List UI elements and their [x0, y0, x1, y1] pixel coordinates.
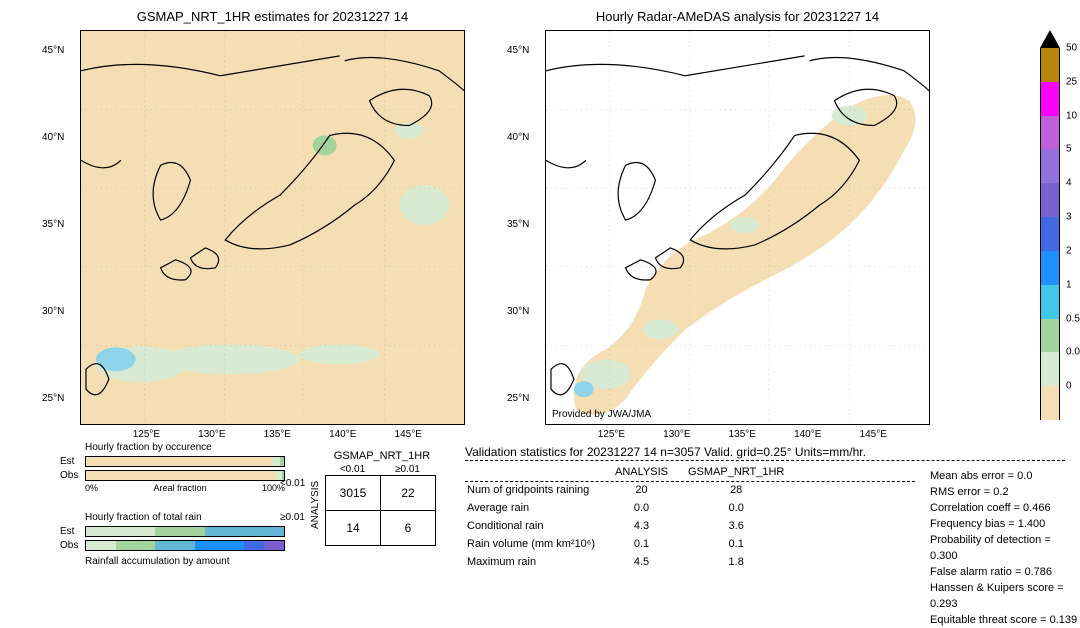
- row-label-obs: Obs: [60, 470, 85, 481]
- row-label-obs2: Obs: [60, 540, 85, 551]
- colorbar-tip-icon: [1040, 30, 1060, 48]
- colorbar-segments: [1040, 48, 1060, 420]
- contingency-col-header: GSMAP_NRT_1HR: [328, 450, 436, 462]
- divider-icon-2: [465, 481, 915, 482]
- occurrence-title: Hourly fraction by occurence: [85, 442, 285, 453]
- cell-01: 22: [381, 476, 436, 511]
- col-gsmap: GSMAP_NRT_1HR: [688, 464, 802, 480]
- col-label-0: <0.01: [325, 464, 380, 475]
- row-label-0: <0.01: [280, 478, 305, 489]
- cell-10: 14: [326, 511, 381, 546]
- right-map-svg: [546, 31, 929, 424]
- divider-icon: [465, 460, 1065, 461]
- xlab-0: 0%: [85, 483, 98, 493]
- total-rain-title: Hourly fraction of total rain: [85, 512, 285, 523]
- fraction-occurrence: Hourly fraction by occurence Est Obs 0% …: [60, 442, 285, 493]
- right-map-panel: Hourly Radar-AMeDAS analysis for 2023122…: [545, 30, 930, 425]
- cell-11: 6: [381, 511, 436, 546]
- accumulation-title: Rainfall accumulation by amount: [85, 556, 285, 567]
- occurrence-est-bar: [85, 456, 285, 467]
- row-label-est: Est: [60, 456, 85, 467]
- row-label-est2: Est: [60, 526, 85, 537]
- col-label-1: ≥0.01: [380, 464, 435, 475]
- validation-title: Validation statistics for 20231227 14 n=…: [465, 445, 1065, 459]
- fraction-total-rain: Hourly fraction of total rain Est Obs Ra…: [60, 512, 285, 567]
- cell-00: 3015: [326, 476, 381, 511]
- validation-table: ANALYSIS GSMAP_NRT_1HR Num of gridpoints…: [465, 462, 804, 572]
- total-rain-obs-bar: [85, 540, 285, 551]
- left-map-svg: [81, 31, 464, 424]
- row-label-1: ≥0.01: [280, 512, 305, 523]
- right-map-title: Hourly Radar-AMeDAS analysis for 2023122…: [546, 9, 929, 24]
- contingency-row-header: ANALYSIS: [310, 464, 321, 546]
- total-rain-est-bar: [85, 526, 285, 537]
- occurrence-obs-bar: [85, 470, 285, 481]
- col-analysis: ANALYSIS: [615, 464, 686, 480]
- metrics-list: Mean abs error = 0.0RMS error = 0.2Corre…: [930, 468, 1080, 628]
- contingency-table: GSMAP_NRT_1HR ANALYSIS <0.01 ≥0.01 30152…: [310, 450, 436, 546]
- left-map-panel: GSMAP_NRT_1HR estimates for 20231227 14: [80, 30, 465, 425]
- provided-by-label: Provided by JWA/JMA: [552, 409, 651, 420]
- xlab-1: Areal fraction: [153, 483, 206, 493]
- colorbar: 502510543210.50.010: [1040, 30, 1060, 420]
- left-map-title: GSMAP_NRT_1HR estimates for 20231227 14: [81, 9, 464, 24]
